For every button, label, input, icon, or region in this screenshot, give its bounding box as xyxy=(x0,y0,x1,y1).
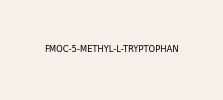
Text: FMOC-5-METHYL-L-TRYPTOPHAN: FMOC-5-METHYL-L-TRYPTOPHAN xyxy=(44,46,179,54)
